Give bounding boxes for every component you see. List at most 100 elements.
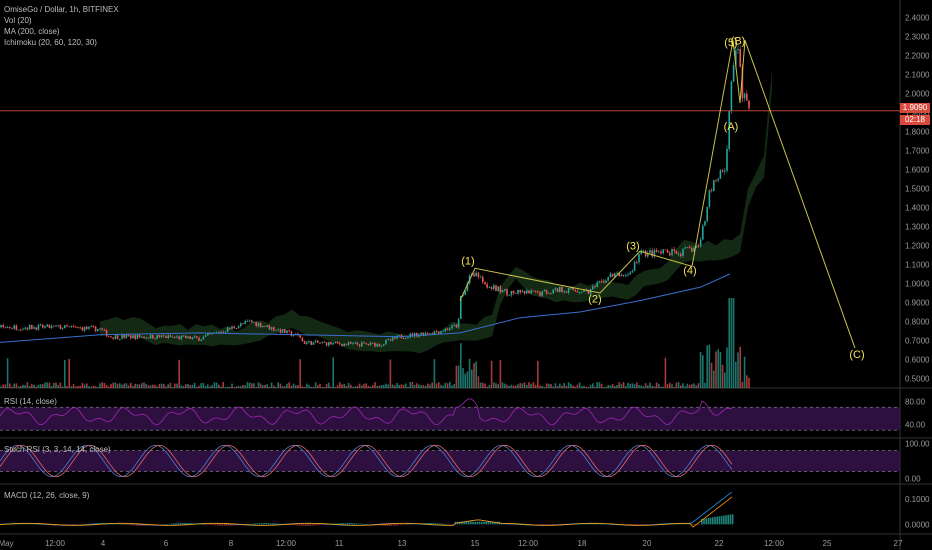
candle-body [658,251,660,253]
volume-bar [429,384,431,388]
volume-bar [649,382,651,388]
macd-histogram-bar [426,523,428,525]
candle-body [145,337,147,339]
candle-body [611,273,614,277]
candle-body [504,289,506,291]
macd-histogram-bar [113,523,116,525]
candle-body [86,326,88,329]
macd-histogram-bar [388,524,391,526]
volume-bar [374,382,376,388]
macd-histogram-bar [492,521,494,525]
macd-histogram-bar [140,524,142,526]
price-axis[interactable]: 0.5000 0.6000 0.7000 0.8000 0.9000 1.0000 1.10… [905,14,930,384]
time-tick-label: 27 [894,539,903,548]
candle-body [361,342,363,347]
candle-body [358,344,361,347]
time-axis[interactable]: May 12:00 4 6 8 12:00 11 13 15 12:00 18 20 22 12:00 25… [0,539,903,548]
candle-body [28,324,31,330]
volume-bar [156,386,158,388]
volume-bar [308,385,310,388]
candle-body [70,326,73,327]
macd-histogram-bar [157,524,160,525]
candle-body [431,333,433,335]
volume-bar [433,359,436,388]
volume-bar [442,385,444,388]
volume-bar [455,365,458,388]
candle-body [385,340,387,344]
volume-bar [468,358,471,388]
candle-body [218,332,220,334]
volume-bar [187,383,189,388]
candle-body [273,327,275,331]
stoch-tick-label: 0.00 [905,475,921,484]
candle-body [26,327,29,330]
macd-histogram-bar [401,524,404,525]
volume-bar [361,385,363,388]
volume-bar [541,386,543,388]
candle-body [189,336,191,340]
candle-body [438,331,440,334]
candle-body [110,336,112,338]
volume-bar [704,382,706,388]
candle-body [127,334,130,336]
candle-body [741,66,744,99]
volume-bar [279,383,282,388]
candle-body [314,340,317,342]
volume-bar [653,386,656,388]
candle-body [222,331,224,333]
candle-body [44,326,46,328]
candle-body [167,335,169,339]
volume-bar [737,352,739,388]
candle-body [706,206,708,222]
candle-body [515,293,517,294]
candle-body [165,336,167,339]
volume-bar [94,386,97,388]
volume-bar [79,385,81,388]
volume-bar [37,384,40,388]
volume-bar [317,385,319,388]
volume-bar [528,382,530,388]
macd-histogram-bar [294,524,296,526]
volume-bar [39,384,42,388]
macd-histogram-bar [307,524,309,526]
macd-line [0,496,733,528]
chart-title: OmiseGo / Dollar, 1h, BITFINEX [4,5,119,14]
ma-legend: MA (200, close) [4,27,60,36]
macd-histogram-bar [404,524,406,525]
candle-body [341,344,343,347]
macd-histogram-bar [723,515,725,525]
volume-bar [154,384,156,388]
macd-histogram-bar [228,524,230,526]
candle-body [332,342,334,345]
candle-body [108,336,110,338]
candle-body [138,334,141,338]
candle-body [339,343,341,345]
last-price-tag: 1.9090 [900,103,930,113]
candle-body [220,331,222,333]
volume-bar [607,384,609,388]
price-tick-label: 0.5000 [905,375,930,384]
candle-body [695,245,697,248]
volume-bar [171,386,174,388]
volume-bar [22,384,24,388]
candle-body [15,325,18,330]
candle-body [541,291,543,296]
macd-histogram-bar [694,524,696,525]
volume-bar [438,382,440,388]
macd-histogram-bar [89,523,91,525]
candle-body [275,330,277,332]
candle-body [713,180,715,192]
candle-body [240,323,242,327]
candle-body [429,333,431,335]
volume-bar [677,382,680,388]
candle-body [618,272,620,277]
macd-histogram-bar [390,524,393,526]
macd-histogram-bar [406,524,408,525]
volume-bars [0,298,750,388]
volume-bar [31,383,33,388]
volume-bar [165,386,167,388]
candle-body [130,335,132,339]
candle-body [642,250,645,252]
volume-bar [275,386,277,388]
